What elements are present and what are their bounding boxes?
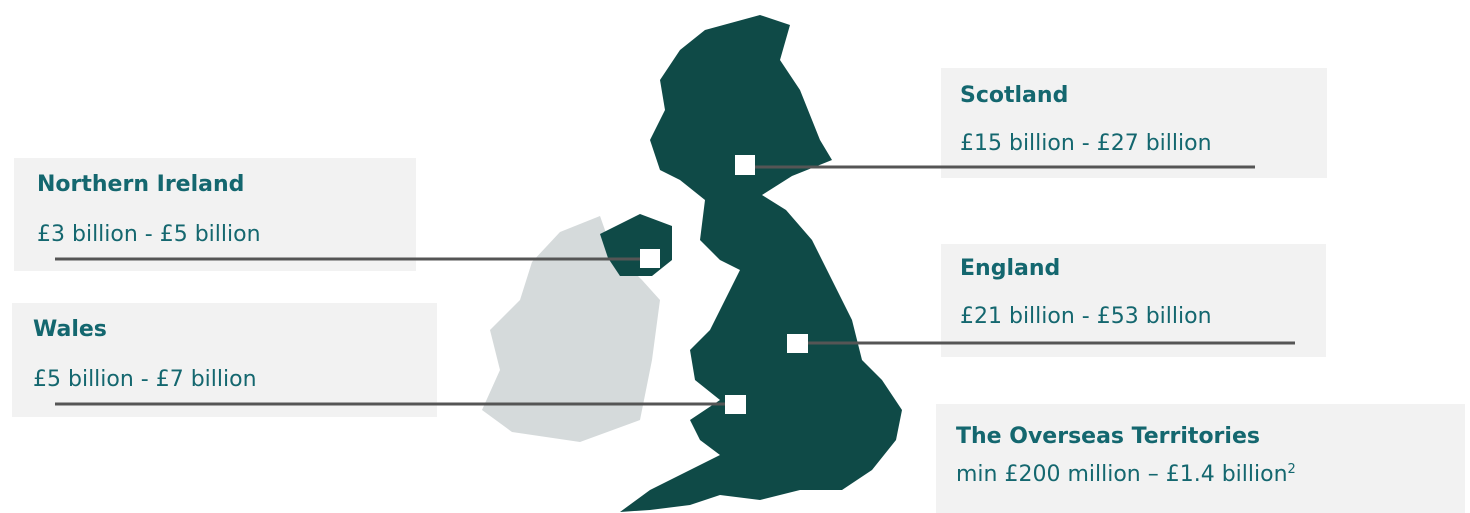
region-box xyxy=(941,68,1327,178)
ireland xyxy=(482,216,660,442)
markers xyxy=(640,155,808,414)
region-value: £3 billion - £5 billion xyxy=(37,222,261,247)
marker xyxy=(787,334,808,353)
region-value: £15 billion - £27 billion xyxy=(960,131,1212,156)
region-box xyxy=(936,404,1465,513)
region-value-line: min £200 million – £1.4 billion2 xyxy=(956,462,1296,487)
region-box xyxy=(12,303,437,417)
leaders xyxy=(55,165,1295,406)
great-britain xyxy=(620,15,902,512)
marker xyxy=(640,249,660,268)
footnote-mark: 2 xyxy=(1287,462,1296,477)
region-name: Northern Ireland xyxy=(37,172,245,197)
region-box xyxy=(941,244,1326,357)
marker xyxy=(735,155,755,175)
region-value: min £200 million – £1.4 billion xyxy=(956,462,1288,487)
region-name: England xyxy=(960,256,1061,281)
region-box xyxy=(14,158,416,271)
region-name: The Overseas Territories xyxy=(956,424,1260,449)
region-value: £5 billion - £7 billion xyxy=(33,367,257,392)
region-name: Scotland xyxy=(960,83,1069,108)
marker xyxy=(725,395,746,414)
region-value: £21 billion - £53 billion xyxy=(960,304,1212,329)
region-name: Wales xyxy=(33,317,107,342)
